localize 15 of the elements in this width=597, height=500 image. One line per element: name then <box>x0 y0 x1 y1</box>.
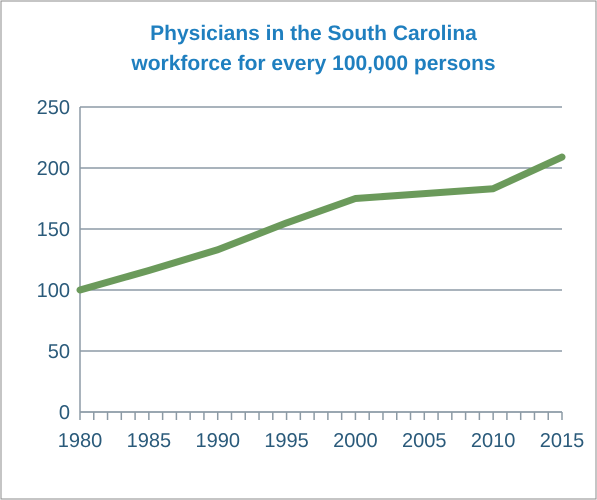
x-tick-label: 2010 <box>470 430 516 452</box>
x-tick-label: 1985 <box>126 430 172 452</box>
x-tick-label: 2015 <box>540 430 584 452</box>
x-tick-label: 1995 <box>264 430 309 452</box>
y-tick-label: 200 <box>36 158 70 180</box>
x-tick-label: 2000 <box>333 430 378 452</box>
x-tick-label: 1980 <box>58 430 102 452</box>
x-tick-label: 2005 <box>402 430 447 452</box>
chart-title: Physicians in the South Carolina workforce for every 100,000 persons <box>130 22 496 75</box>
y-tick-label: 150 <box>36 219 70 241</box>
y-tick-label: 50 <box>48 341 70 363</box>
x-tick-label: 1990 <box>195 430 240 452</box>
y-tick-label: 250 <box>36 97 70 119</box>
y-tick-label: 100 <box>36 280 70 302</box>
y-tick-label: 0 <box>58 402 70 424</box>
